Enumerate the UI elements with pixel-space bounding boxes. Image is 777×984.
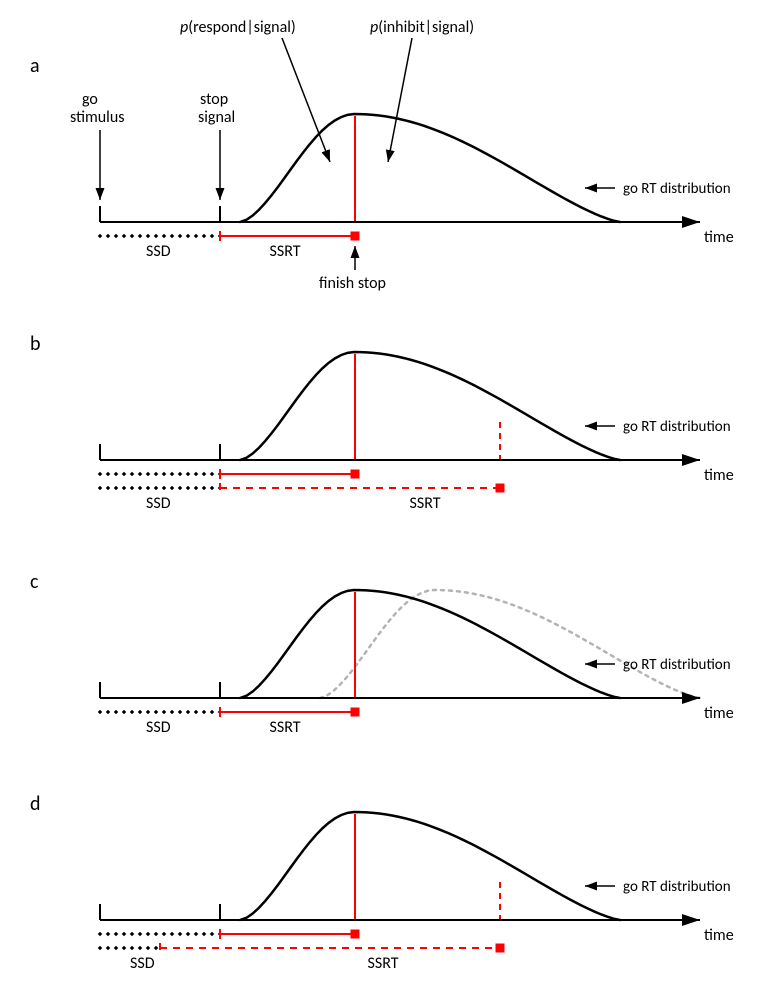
ssrt-label: SSRT xyxy=(410,494,441,513)
ssrt-label: SSRT xyxy=(270,242,301,261)
ssd-label: SSD xyxy=(146,718,171,737)
go-rt-label: go RT distribution xyxy=(623,656,731,674)
time-label: time xyxy=(704,926,734,945)
go-stim-label: go xyxy=(82,90,98,109)
finish-stop-label: finish stop xyxy=(319,274,386,293)
ssrt-end-square xyxy=(351,470,360,479)
p-respond-arrow xyxy=(282,38,330,162)
panel-b: b time go RT distribution SSD SSRT xyxy=(30,332,734,513)
p-respond-label: p(respond|signal) xyxy=(180,18,296,37)
panel-label-b: b xyxy=(30,332,41,356)
panel-label-a: a xyxy=(30,54,40,78)
panel-c: c time go RT distribution SSD SSRT xyxy=(30,570,734,737)
go-rt-curve xyxy=(240,590,620,698)
time-label: time xyxy=(704,228,734,247)
ssrt-end-square xyxy=(351,708,360,717)
go-rt-label: go RT distribution xyxy=(623,418,731,436)
stop-sig-label2: signal xyxy=(198,108,235,127)
ssrt-label: SSRT xyxy=(368,954,399,973)
panel-d: d time go RT distribution SSD SSRT xyxy=(30,792,734,973)
ssrt-end-square xyxy=(351,232,360,241)
go-rt-curve xyxy=(240,114,620,222)
go-rt-curve xyxy=(240,352,620,460)
p-inhibit-arrow xyxy=(388,38,412,162)
panel-label-d: d xyxy=(30,792,41,816)
time-label: time xyxy=(704,704,734,723)
ssd-label: SSD xyxy=(146,242,171,261)
ssd-label: SSD xyxy=(130,954,155,973)
time-label: time xyxy=(704,466,734,485)
p-inhibit-label: p(inhibit|signal) xyxy=(370,18,474,37)
ssrt-end-square xyxy=(496,484,505,493)
go-rt-label: go RT distribution xyxy=(623,878,731,896)
ssrt-end-square xyxy=(351,930,360,939)
panel-label-c: c xyxy=(30,570,39,594)
ssd-label: SSD xyxy=(146,494,171,513)
go-stim-label2: stimulus xyxy=(70,108,125,127)
go-rt-label: go RT distribution xyxy=(623,180,731,198)
ssrt-label: SSRT xyxy=(270,718,301,737)
go-rt-curve xyxy=(240,812,620,920)
ssrt-end-square xyxy=(496,944,505,953)
stop-sig-label: stop xyxy=(200,90,228,109)
panel-a: a time go RT distribution SSD SSRT gostimulus… xyxy=(30,18,734,293)
